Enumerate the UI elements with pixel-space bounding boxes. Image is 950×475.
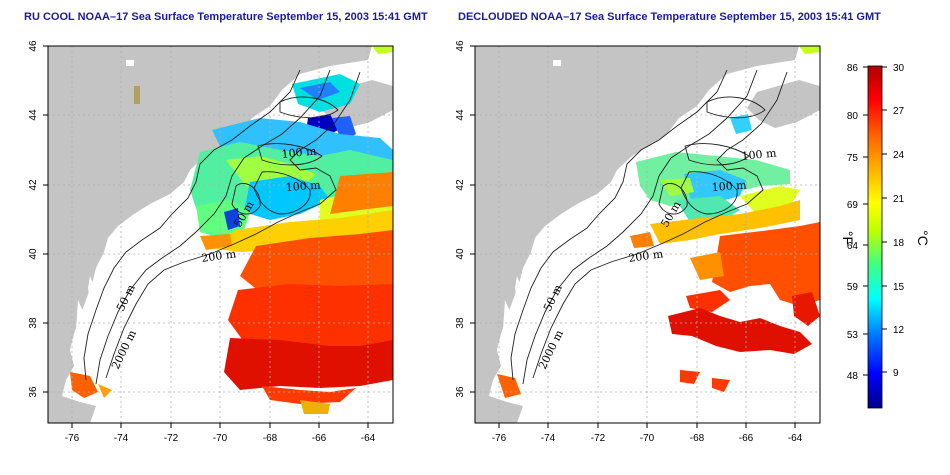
y-tick-label: 42 <box>28 179 39 191</box>
isobath-label: 200 m <box>201 247 238 265</box>
celsius-tick: 30 <box>893 63 905 74</box>
x-tick-label: -72 <box>591 433 606 444</box>
isobath-label: 100 m <box>281 144 318 161</box>
celsius-tick: 12 <box>893 325 905 336</box>
celsius-tick: 18 <box>893 238 905 249</box>
y-tick-label: 46 <box>28 40 39 52</box>
y-tick-label: 36 <box>455 386 466 398</box>
fahrenheit-tick: 53 <box>847 330 859 341</box>
fahrenheit-tick: 64 <box>847 241 859 252</box>
y-tick-label: 42 <box>455 179 466 191</box>
x-tick-label: -76 <box>65 433 80 444</box>
fahrenheit-tick: 48 <box>847 371 859 382</box>
fahrenheit-tick: 59 <box>847 282 859 293</box>
x-tick-label: -64 <box>361 433 376 444</box>
x-tick-label: -74 <box>541 433 556 444</box>
fahrenheit-unit-label: °F <box>840 231 856 245</box>
celsius-tick: 15 <box>893 282 905 293</box>
x-tick-label: -64 <box>788 433 803 444</box>
x-tick-label: -66 <box>312 433 327 444</box>
x-tick-label: -70 <box>640 433 655 444</box>
y-tick-label: 38 <box>455 317 466 329</box>
x-tick-label: -72 <box>164 433 179 444</box>
right-map-title: DECLOUDED NOAA–17 Sea Surface Temperatur… <box>458 11 881 23</box>
colorbar-gradient <box>867 65 883 409</box>
temperature-colorbar: 86 80 75 69 64 59 53 48 30 27 24 21 18 1… <box>840 63 931 409</box>
x-tick-label: -68 <box>690 433 705 444</box>
celsius-tick: 24 <box>893 150 905 161</box>
y-tick-label: 44 <box>28 109 39 121</box>
x-tick-label: -68 <box>263 433 278 444</box>
y-tick-label: 46 <box>455 40 466 52</box>
left-sst-map: 100 m 100 m 50 m 200 m 50 m 2000 m -76 -… <box>28 40 394 444</box>
isobath-label: 200 m <box>628 247 665 265</box>
x-tick-label: -76 <box>492 433 507 444</box>
y-tick-label: 40 <box>455 248 466 260</box>
left-map-title: RU COOL NOAA–17 Sea Surface Temperature … <box>24 11 428 23</box>
celsius-unit-label: °C <box>915 230 931 246</box>
celsius-tick: 21 <box>893 194 905 205</box>
x-tick-label: -70 <box>213 433 228 444</box>
fahrenheit-tick: 69 <box>847 200 859 211</box>
land-mass <box>48 46 372 423</box>
x-tick-label: -74 <box>114 433 129 444</box>
fahrenheit-tick: 86 <box>847 63 859 74</box>
y-tick-label: 44 <box>455 109 466 121</box>
y-tick-label: 38 <box>28 317 39 329</box>
isobath-label: 100 m <box>285 179 321 194</box>
celsius-tick: 27 <box>893 106 905 117</box>
celsius-tick: 9 <box>893 368 899 379</box>
fahrenheit-tick: 80 <box>847 111 859 122</box>
land-mass <box>475 46 799 423</box>
isobath-label: 100 m <box>711 179 747 194</box>
y-tick-label: 40 <box>28 248 39 260</box>
fahrenheit-tick: 75 <box>847 153 859 164</box>
isobath-label: 100 m <box>741 146 778 163</box>
y-tick-label: 36 <box>28 386 39 398</box>
x-tick-label: -66 <box>739 433 754 444</box>
right-sst-map: 100 m 100 m 50 m 200 m 50 m 2000 m -76 -… <box>455 40 821 444</box>
